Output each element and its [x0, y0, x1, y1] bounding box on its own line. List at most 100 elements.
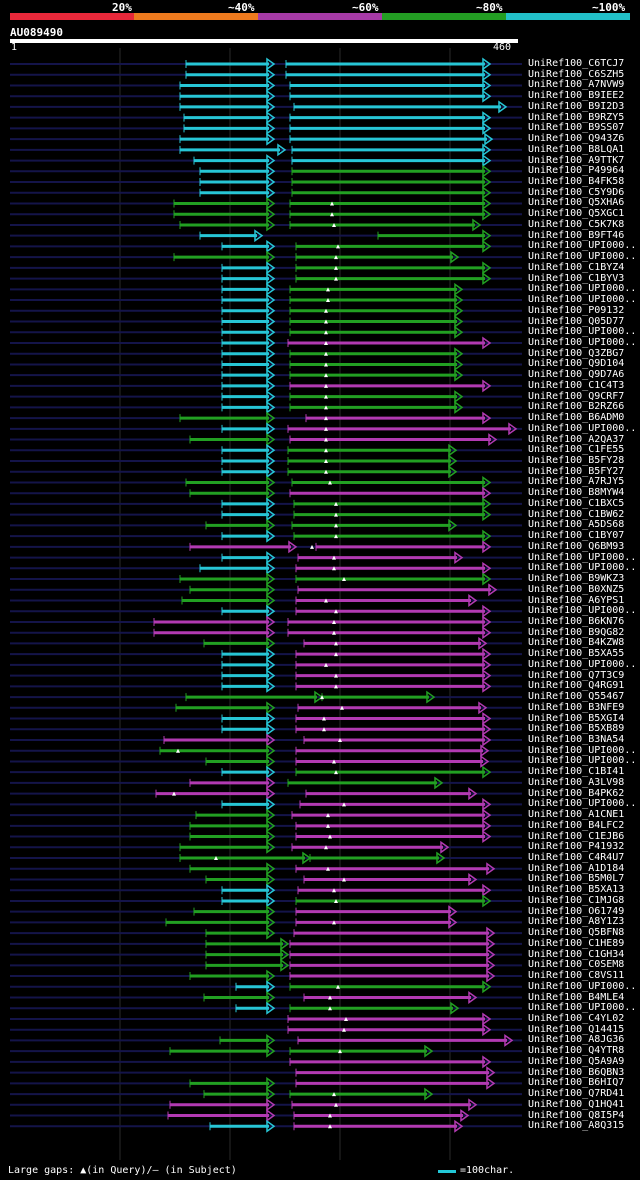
hit-name[interactable]: UniRef100_C1GH34: [528, 948, 625, 960]
hit-name[interactable]: UniRef100_Q5XHA6: [528, 197, 625, 209]
hit-name[interactable]: UniRef100_UPI000..: [528, 551, 637, 563]
hit-name[interactable]: UniRef100_Q9D7A6: [528, 369, 625, 381]
hit-name[interactable]: UniRef100_B3NFE9: [528, 701, 625, 713]
hit-name[interactable]: UniRef100_B5FY27: [528, 465, 625, 477]
hit-name[interactable]: UniRef100_Q14415: [528, 1023, 625, 1035]
hit-name[interactable]: UniRef100_B5XA13: [528, 884, 625, 896]
hit-name[interactable]: UniRef100_B5M0L7: [528, 873, 625, 885]
hit-name[interactable]: UniRef100_UPI000..: [528, 980, 637, 992]
hit-name[interactable]: UniRef100_UPI000..: [528, 1002, 637, 1014]
hit-name[interactable]: UniRef100_Q05D77: [528, 315, 625, 327]
hit-name[interactable]: UniRef100_Q7T3C9: [528, 669, 625, 681]
hit-name[interactable]: UniRef100_UPI000..: [528, 422, 637, 434]
hit-name[interactable]: UniRef100_P09132: [528, 304, 625, 316]
hit-name[interactable]: UniRef100_B6KN76: [528, 615, 625, 627]
hit-name[interactable]: UniRef100_C1FE55: [528, 444, 625, 456]
hit-name[interactable]: UniRef100_B4LFC2: [528, 819, 625, 831]
hit-name[interactable]: UniRef100_A8Q315: [528, 1120, 625, 1132]
hit-name[interactable]: UniRef100_A7NVW9: [528, 79, 625, 91]
hit-name[interactable]: UniRef100_UPI000..: [528, 744, 637, 756]
hit-name[interactable]: UniRef100_O61749: [528, 905, 625, 917]
hit-name[interactable]: UniRef100_C1BI41: [528, 766, 625, 778]
hit-name[interactable]: UniRef100_Q55467: [528, 691, 625, 703]
hit-name[interactable]: UniRef100_Q4YTR8: [528, 1045, 625, 1057]
hit-name[interactable]: UniRef100_C8VS11: [528, 970, 625, 982]
hit-name[interactable]: UniRef100_C1BXC5: [528, 497, 625, 509]
hit-name[interactable]: UniRef100_A3LV98: [528, 776, 625, 788]
hit-name[interactable]: UniRef100_C5Y9D6: [528, 186, 625, 198]
hit-name[interactable]: UniRef100_C6TCJ7: [528, 58, 625, 69]
hit-name[interactable]: UniRef100_B4FK58: [528, 176, 625, 188]
hit-name[interactable]: UniRef100_A9TTK7: [528, 154, 625, 166]
hit-name[interactable]: UniRef100_UPI000..: [528, 562, 637, 574]
hit-name[interactable]: UniRef100_Q8I5P4: [528, 1109, 625, 1121]
hit-name[interactable]: UniRef100_B9RZY5: [528, 111, 625, 123]
hit-name[interactable]: UniRef100_UPI000..: [528, 798, 637, 810]
hit-name[interactable]: UniRef100_B8LQA1: [528, 143, 625, 155]
hit-name[interactable]: UniRef100_B0XNZ5: [528, 583, 625, 595]
hit-name[interactable]: UniRef100_B6HIQ7: [528, 1077, 625, 1089]
hit-name[interactable]: UniRef100_Q3ZBG7: [528, 347, 625, 359]
hit-name[interactable]: UniRef100_Q4RG91: [528, 680, 625, 692]
hit-name[interactable]: UniRef100_UPI000..: [528, 251, 637, 263]
hit-name[interactable]: UniRef100_A8Y1Z3: [528, 916, 625, 928]
hit-name[interactable]: UniRef100_C4YL02: [528, 1012, 625, 1024]
hit-name[interactable]: UniRef100_C1BYV3: [528, 272, 625, 284]
hit-name[interactable]: UniRef100_B9IEE2: [528, 90, 625, 102]
hit-name[interactable]: UniRef100_A8JG36: [528, 1034, 625, 1046]
hit-name[interactable]: UniRef100_UPI000..: [528, 755, 637, 767]
hit-name[interactable]: UniRef100_Q1HQ41: [528, 1098, 625, 1110]
hit-name[interactable]: UniRef100_A2QA37: [528, 433, 625, 445]
hit-name[interactable]: UniRef100_UPI000..: [528, 336, 637, 348]
hit-name[interactable]: UniRef100_Q9D104: [528, 358, 625, 370]
hit-name[interactable]: UniRef100_C6SZH5: [528, 68, 625, 80]
hit-name[interactable]: UniRef100_C1BW62: [528, 508, 625, 520]
hit-name[interactable]: UniRef100_B9WKZ3: [528, 573, 625, 585]
hit-name[interactable]: UniRef100_B6ADM0: [528, 412, 625, 424]
hit-name[interactable]: UniRef100_B9FT46: [528, 229, 625, 241]
hit-name[interactable]: UniRef100_Q5A9A9: [528, 1055, 625, 1067]
hit-name[interactable]: UniRef100_C5K7K8: [528, 218, 625, 230]
hit-name[interactable]: UniRef100_Q9CRF7: [528, 390, 625, 402]
hit-name[interactable]: UniRef100_UPI000..: [528, 658, 637, 670]
hit-name[interactable]: UniRef100_B9I2D3: [528, 100, 625, 112]
hit-name[interactable]: UniRef100_A7RJY5: [528, 476, 625, 488]
hit-name[interactable]: UniRef100_B4PK62: [528, 787, 625, 799]
hit-name[interactable]: UniRef100_A6YPS1: [528, 594, 625, 606]
hit-name[interactable]: UniRef100_B5XB89: [528, 723, 625, 735]
hit-name[interactable]: UniRef100_C1MJG8: [528, 894, 625, 906]
hit-name[interactable]: UniRef100_P49964: [528, 165, 625, 177]
hit-name[interactable]: UniRef100_C1EJB6: [528, 830, 625, 842]
hit-name[interactable]: UniRef100_B9QG82: [528, 626, 625, 638]
hit-name[interactable]: UniRef100_B5XGI4: [528, 712, 625, 724]
hit-name[interactable]: UniRef100_C1BY07: [528, 530, 625, 542]
hit-name[interactable]: UniRef100_Q5XGC1: [528, 208, 625, 220]
hit-name[interactable]: UniRef100_C1HE89: [528, 937, 625, 949]
hit-name[interactable]: UniRef100_C0SEM8: [528, 959, 625, 971]
hit-name[interactable]: UniRef100_UPI000..: [528, 294, 637, 306]
hit-name[interactable]: UniRef100_UPI000..: [528, 326, 637, 338]
hit-name[interactable]: UniRef100_C4R4U7: [528, 852, 625, 864]
hit-name[interactable]: UniRef100_Q6BM93: [528, 540, 625, 552]
hit-name[interactable]: UniRef100_Q943Z6: [528, 133, 625, 145]
hit-name[interactable]: UniRef100_B4MLE4: [528, 991, 625, 1003]
hit-name[interactable]: UniRef100_B8MYW4: [528, 487, 625, 499]
hit-name[interactable]: UniRef100_C1BYZ4: [528, 261, 625, 273]
hit-name[interactable]: UniRef100_Q5BFN8: [528, 927, 625, 939]
hit-name[interactable]: UniRef100_UPI000..: [528, 283, 637, 295]
hit-name[interactable]: UniRef100_UPI000..: [528, 605, 637, 617]
hit-name[interactable]: UniRef100_C1C4T3: [528, 379, 625, 391]
hit-name[interactable]: UniRef100_B4KZW8: [528, 637, 625, 649]
hit-name[interactable]: UniRef100_B2RZ66: [528, 401, 625, 413]
hit-name[interactable]: UniRef100_Q7RD41: [528, 1088, 625, 1100]
hit-name[interactable]: UniRef100_A1CNE1: [528, 809, 625, 821]
hit-name[interactable]: UniRef100_B9SS07: [528, 122, 625, 134]
hit-name[interactable]: UniRef100_B3NA54: [528, 733, 625, 745]
hit-name[interactable]: UniRef100_A1D184: [528, 862, 625, 874]
hit-name[interactable]: UniRef100_B6QBN3: [528, 1066, 625, 1078]
hit-name[interactable]: UniRef100_P41932: [528, 841, 625, 853]
hit-name[interactable]: UniRef100_A5DS68: [528, 519, 625, 531]
hit-name[interactable]: UniRef100_UPI000..: [528, 240, 637, 252]
hit-name[interactable]: UniRef100_B5FY28: [528, 455, 625, 466]
hit-name[interactable]: UniRef100_B5XA55: [528, 648, 625, 660]
